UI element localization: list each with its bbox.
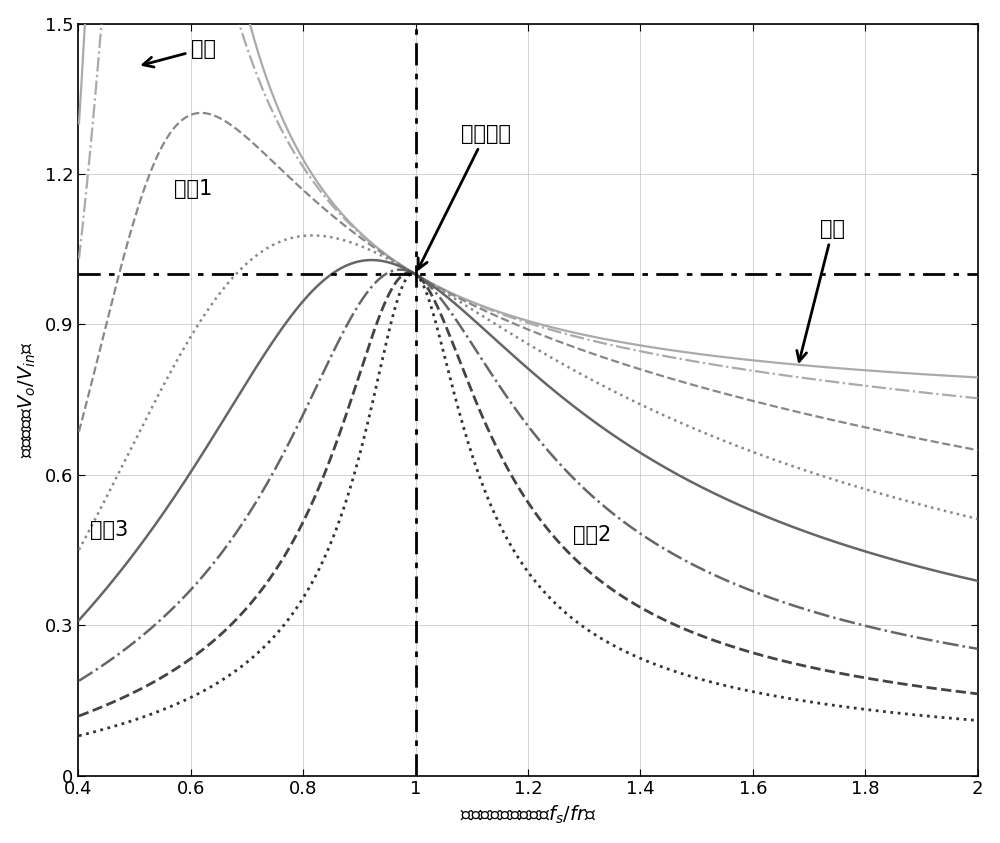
Y-axis label: 电压增益（$V_o/V_{in}$）: 电压增益（$V_o/V_{in}$） bbox=[17, 341, 38, 458]
Text: 区域3: 区域3 bbox=[90, 520, 128, 540]
Text: 区域2: 区域2 bbox=[573, 525, 611, 545]
Text: 重载: 重载 bbox=[797, 219, 845, 362]
Text: 谐振频率: 谐振频率 bbox=[418, 124, 511, 269]
Text: 轻载: 轻载 bbox=[143, 39, 216, 67]
Text: 区域1: 区域1 bbox=[174, 179, 212, 199]
X-axis label: 归一化的开关频率（$f_s/fr$）: 归一化的开关频率（$f_s/fr$） bbox=[460, 804, 596, 826]
